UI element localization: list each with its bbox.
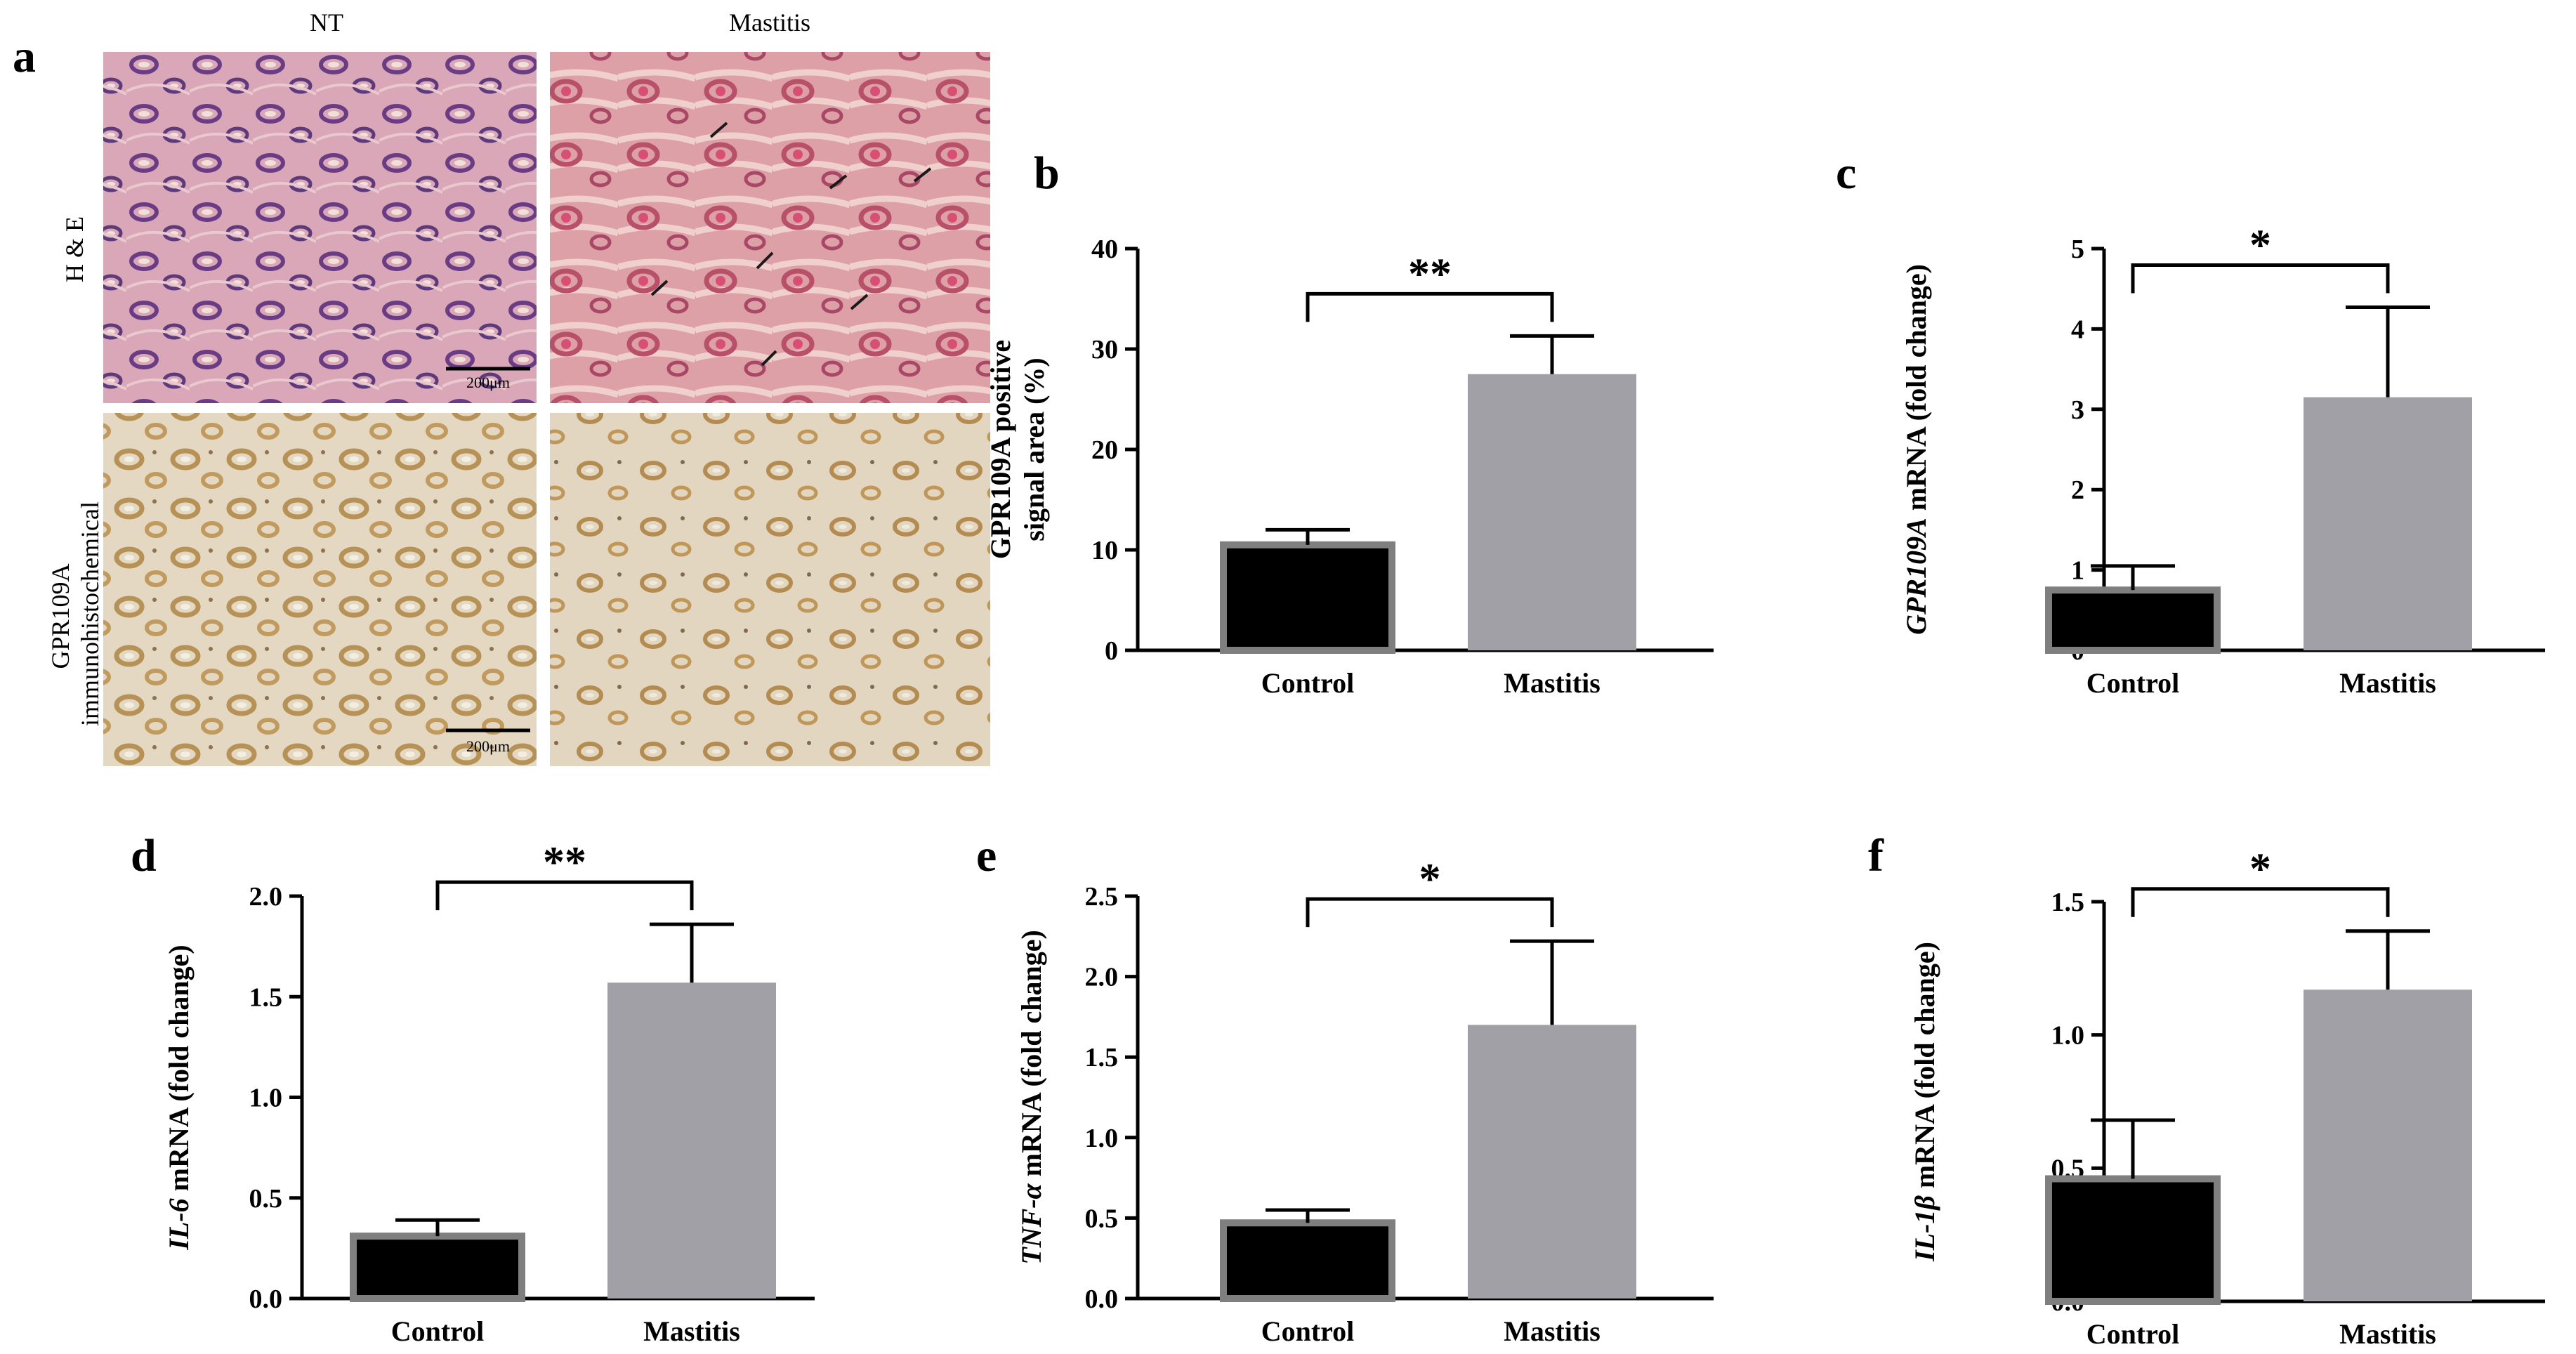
scale-bar-label-he: 200μm (466, 374, 510, 391)
y-tick-label: 2.0 (249, 882, 283, 912)
significance-bracket (2131, 887, 2390, 917)
column-label-nt: NT (310, 8, 343, 37)
y-axis-label: GPR109A positivesignal area (%) (985, 340, 1050, 559)
scale-bar-he: 200μm (446, 367, 530, 391)
micrograph-ihc-nt (103, 413, 537, 766)
y-tick-label: 1.0 (2051, 1021, 2085, 1051)
y-tick-label: 0.0 (249, 1284, 283, 1314)
chart-panel-d: d 0.0 0.5 1.0 1.5 2.0 IL-6 mRNA (fold change) C… (131, 830, 815, 1347)
micrograph-he-nt (103, 52, 537, 403)
panel-label-f: f (1868, 830, 1884, 881)
y-tick-label: 1.5 (249, 982, 283, 1012)
bar-control (350, 1233, 525, 1303)
y-tick-label: 20 (1091, 435, 1118, 465)
panel-a-label: a (13, 31, 36, 82)
bar-charts: b 0 10 20 30 40 GPR109A positivesignal area (%… (131, 147, 2545, 1350)
bar-control (1220, 1219, 1395, 1302)
scale-bar-label-ihc: 200μm (466, 737, 510, 755)
significance-bracket (1306, 897, 1554, 928)
category-label: Mastitis (2339, 667, 2436, 699)
y-tick-label: 0.5 (249, 1184, 283, 1214)
category-label: Control (2087, 1318, 2180, 1350)
micrograph-he-mastitis (550, 52, 990, 403)
y-axis-label: TNF-α mRNA (fold change) (1016, 930, 1047, 1265)
significance-marker: * (2249, 222, 2271, 270)
panel-label-b: b (1034, 147, 1060, 199)
y-axis-label: IL-1β mRNA (fold change) (1909, 942, 1940, 1262)
chart-panel-e: e 0.0 0.5 1.0 1.5 2.0 2.5 TNF-α mRNA (fold chan… (976, 830, 1714, 1347)
panel-label-c: c (1836, 147, 1856, 199)
category-label: Mastitis (2339, 1318, 2436, 1350)
bar-mastitis (1468, 374, 1636, 650)
significance-marker: ** (1408, 250, 1452, 298)
chart-panel-b: b 0 10 20 30 40 GPR109A positivesignal area (%… (985, 147, 1714, 699)
category-label: Control (1261, 1315, 1355, 1347)
y-tick-label: 2.5 (1085, 882, 1119, 912)
y-tick-label: 1.0 (1085, 1124, 1119, 1153)
bar-mastitis (2304, 990, 2472, 1301)
y-tick-label: 0.0 (1085, 1284, 1119, 1314)
panel-label-d: d (131, 830, 157, 881)
y-tick-label: 1.5 (2051, 888, 2085, 917)
y-tick-label: 1.5 (1085, 1043, 1119, 1072)
significance-bracket (1306, 291, 1554, 322)
panel-label-e: e (976, 830, 997, 881)
y-tick-label: 0.5 (1085, 1204, 1119, 1233)
category-label: Control (1261, 667, 1355, 699)
row-label-he: H & E (60, 216, 88, 282)
category-label: Mastitis (643, 1315, 740, 1347)
category-label: Control (2087, 667, 2180, 699)
significance-marker: * (1419, 855, 1441, 903)
chart-panel-c: c012345GPR109A mRNA (fold change)Control… (1836, 147, 2545, 699)
category-label: Mastitis (1504, 667, 1601, 699)
y-tick-label: 1.0 (249, 1084, 283, 1113)
bar-mastitis (2304, 397, 2472, 650)
panel-a-micrographs: a NT Mastitis H & E GPR109A immunohistoc… (13, 8, 990, 766)
y-tick-label: 2 (2071, 475, 2084, 505)
category-label: Mastitis (1504, 1315, 1601, 1347)
significance-marker: ** (543, 839, 586, 886)
y-axis-label: GPR109A mRNA (fold change) (1900, 264, 1932, 635)
significance-bracket (435, 880, 694, 911)
y-axis-label: IL-6 mRNA (fold change) (163, 945, 195, 1250)
y-tick-label: 1 (2071, 556, 2084, 586)
y-tick-label: 4 (2071, 315, 2084, 344)
row-label-gpr109a-ihc: GPR109A immunohistochemical (46, 501, 104, 726)
significance-bracket (2131, 263, 2390, 294)
bar-control (1220, 541, 1395, 654)
bar-mastitis (1468, 1025, 1636, 1299)
y-tick-label: 2.0 (1085, 963, 1119, 992)
column-label-mastitis: Mastitis (729, 8, 810, 37)
y-tick-label: 10 (1091, 536, 1118, 565)
category-label: Control (391, 1315, 485, 1347)
bar-control (2045, 586, 2221, 655)
y-tick-label: 30 (1091, 335, 1118, 364)
lesion-arrows (650, 121, 932, 367)
significance-marker: * (2249, 846, 2271, 893)
scale-bar-ihc: 200μm (446, 728, 530, 755)
chart-panel-f: f0.00.51.01.5IL-1β mRNA (fold change)Con… (1868, 830, 2545, 1350)
y-tick-label: 40 (1091, 235, 1118, 264)
y-tick-label: 5 (2071, 235, 2084, 264)
micrograph-ihc-mastitis (550, 413, 990, 766)
bar-mastitis (607, 982, 776, 1299)
y-tick-label: 3 (2071, 395, 2084, 425)
bar-control (2045, 1175, 2221, 1306)
y-tick-label: 0 (1105, 636, 1118, 666)
